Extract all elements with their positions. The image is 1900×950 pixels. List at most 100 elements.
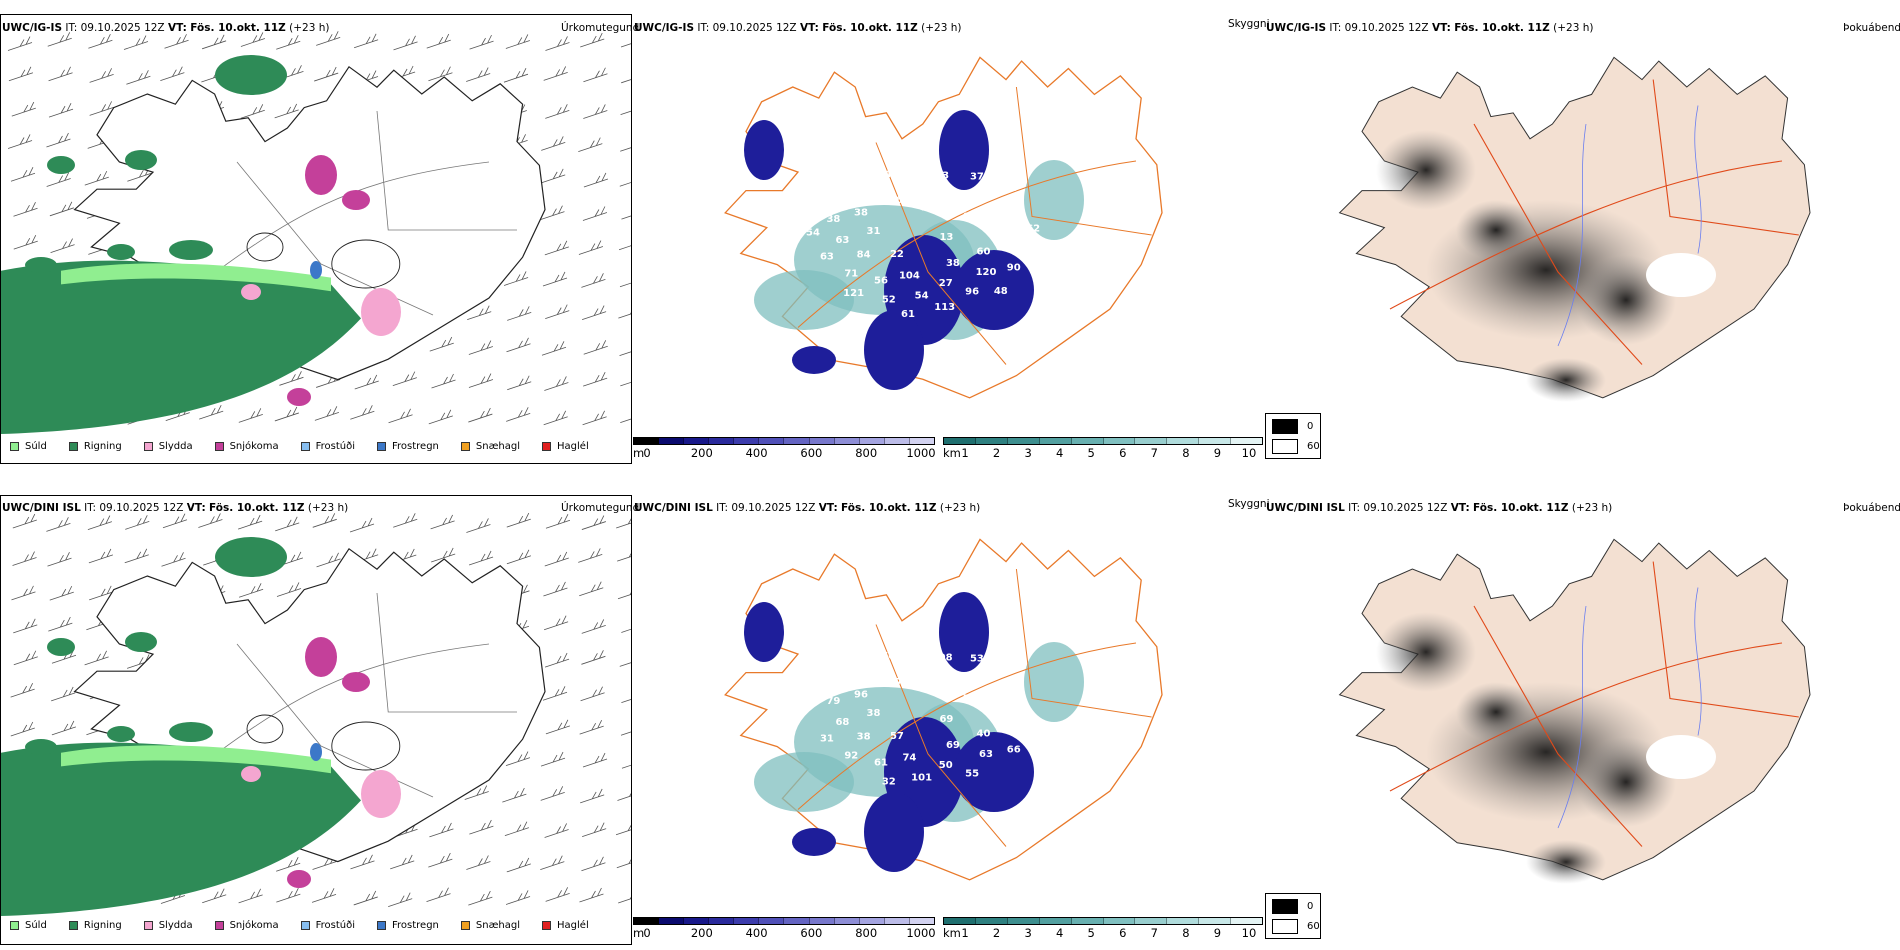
- colorbar-cell: [884, 438, 910, 444]
- it-label: IT:: [1348, 502, 1361, 514]
- ceiling-value-label: 77: [860, 669, 874, 680]
- wind-barb: [583, 340, 608, 355]
- wind-barb: [240, 104, 265, 119]
- road: [1652, 561, 1799, 718]
- ceiling-value-label: 76: [881, 651, 895, 662]
- wind-barb: [10, 682, 35, 698]
- colorbar-cell: [734, 438, 760, 444]
- fog-index-area: [1456, 682, 1536, 742]
- vt-value: Fös. 10.okt. 11Z: [190, 22, 286, 34]
- ceiling-value-label: 113: [934, 302, 955, 313]
- precip-panel-row2: [0, 495, 632, 945]
- visibility-colorbar: km 1 2 3 4 5 6 7 8 9 10: [943, 437, 1263, 460]
- ceiling-value-label: 73: [935, 170, 949, 181]
- ceiling-value-label: 40: [977, 729, 991, 740]
- wind-barb: [125, 515, 150, 530]
- wind-barb: [276, 857, 301, 872]
- wind-barb: [49, 585, 74, 601]
- ceiling-value-label: 55: [965, 769, 979, 780]
- colorbar-cell: [1135, 438, 1168, 444]
- legend-label: Frostregn: [392, 441, 439, 452]
- panel-type-fog-r2: Þokuábendi: [1843, 502, 1900, 514]
- lead-time: (+23 h): [289, 22, 330, 34]
- ceiling-value-label: 50: [906, 661, 920, 672]
- ceiling-value-label: 57: [890, 731, 904, 742]
- legend-item: Slydda: [143, 920, 193, 931]
- fog-swatch-light: [1272, 439, 1298, 454]
- ceiling-value-label: 101: [911, 773, 932, 784]
- colorbar-tick-label: 9: [1213, 446, 1222, 460]
- ceiling-value-label: 49: [921, 685, 935, 696]
- panel-title-precip-r2: UWC/DINI ISL IT: 09.10.2025 12Z VT: Fös.…: [2, 502, 348, 514]
- wind-barb: [89, 585, 114, 601]
- ceiling-value-label: 37: [970, 172, 984, 183]
- colorbar-tick-label: 8: [1182, 926, 1190, 940]
- colorbar-ticks: km 1 2 3 4 5 6 7 8 9 10: [943, 445, 1263, 460]
- wind-barb: [544, 652, 570, 668]
- low-visibility-area: [754, 752, 854, 812]
- wind-barb: [316, 31, 341, 46]
- it-value: 09.10.2025 12Z: [99, 502, 184, 514]
- colorbar-tick-label: 200: [690, 446, 713, 460]
- wind-barb: [468, 407, 493, 423]
- legend-label: Snæhagl: [475, 441, 521, 452]
- wind-barb: [507, 375, 532, 391]
- wind-barb: [388, 892, 413, 908]
- ceiling-value-label: 53: [970, 654, 984, 665]
- road: [1389, 160, 1783, 310]
- wind-barb: [88, 34, 113, 49]
- legend-label: Haglél: [557, 441, 589, 452]
- panel-type-precip-r2: Úrkomutegund: [561, 502, 640, 514]
- legend-item: Súld: [10, 920, 47, 931]
- wind-barb: [469, 34, 494, 50]
- wind-barb: [11, 101, 36, 117]
- legend-item: Haglél: [542, 441, 589, 452]
- roads: [797, 86, 1152, 365]
- legend-label: Frostúði: [315, 920, 355, 931]
- legend-item: Frostúði: [300, 441, 355, 452]
- colorbar-cell: [944, 918, 976, 924]
- colorbar-cell: [834, 438, 860, 444]
- colorbar-cell: [1231, 918, 1263, 924]
- wind-barb: [620, 381, 631, 387]
- legend-label: Slydda: [158, 441, 193, 452]
- colorbar-tick-label: 1: [961, 446, 969, 460]
- wind-barb: [618, 245, 631, 251]
- ceiling-value-label: 47: [889, 677, 903, 688]
- wind-barb: [126, 70, 151, 85]
- wind-barb: [353, 33, 379, 49]
- legend-swatch: [460, 921, 470, 930]
- wind-barb: [84, 170, 109, 186]
- legend-swatch: [542, 442, 552, 451]
- wind-barb: [349, 517, 375, 533]
- vt-value: Fös. 10.okt. 11Z: [822, 22, 918, 34]
- wind-barb: [13, 234, 38, 250]
- colorbar-tick-label: 6: [1119, 926, 1127, 940]
- road: [1389, 642, 1783, 792]
- ceiling-value-label: 54: [806, 228, 820, 239]
- ceiling-value-label: 61: [874, 757, 888, 768]
- precip-panel-row1: [0, 14, 632, 464]
- fog-legend-value: 0: [1307, 901, 1314, 912]
- wind-barb: [431, 373, 456, 389]
- snow-area: [287, 870, 311, 888]
- wind-barb: [580, 32, 605, 48]
- model-name: UWC/DINI ISL: [1266, 502, 1345, 514]
- wind-barb: [579, 887, 604, 903]
- panel-type-precip-r1: Úrkomutegund: [561, 22, 640, 34]
- wind-barb: [48, 616, 73, 632]
- panel-type-fog-r1: Þokuábendi: [1843, 22, 1900, 34]
- colorbar-cell: [1007, 918, 1040, 924]
- wind-barb: [618, 312, 631, 319]
- legend-item: Frostúði: [300, 920, 355, 931]
- wind-barb: [544, 551, 569, 567]
- colorbar-cell: [909, 918, 934, 924]
- legend-label: Slydda: [158, 920, 193, 931]
- wind-barb: [618, 896, 631, 904]
- wind-barb: [583, 172, 609, 188]
- it-label: IT:: [65, 22, 78, 34]
- ceiling-value-label: 52: [882, 294, 896, 305]
- wind-barb: [350, 854, 375, 870]
- ceiling-value-label: 31: [867, 226, 881, 237]
- wind-barb: [393, 513, 418, 528]
